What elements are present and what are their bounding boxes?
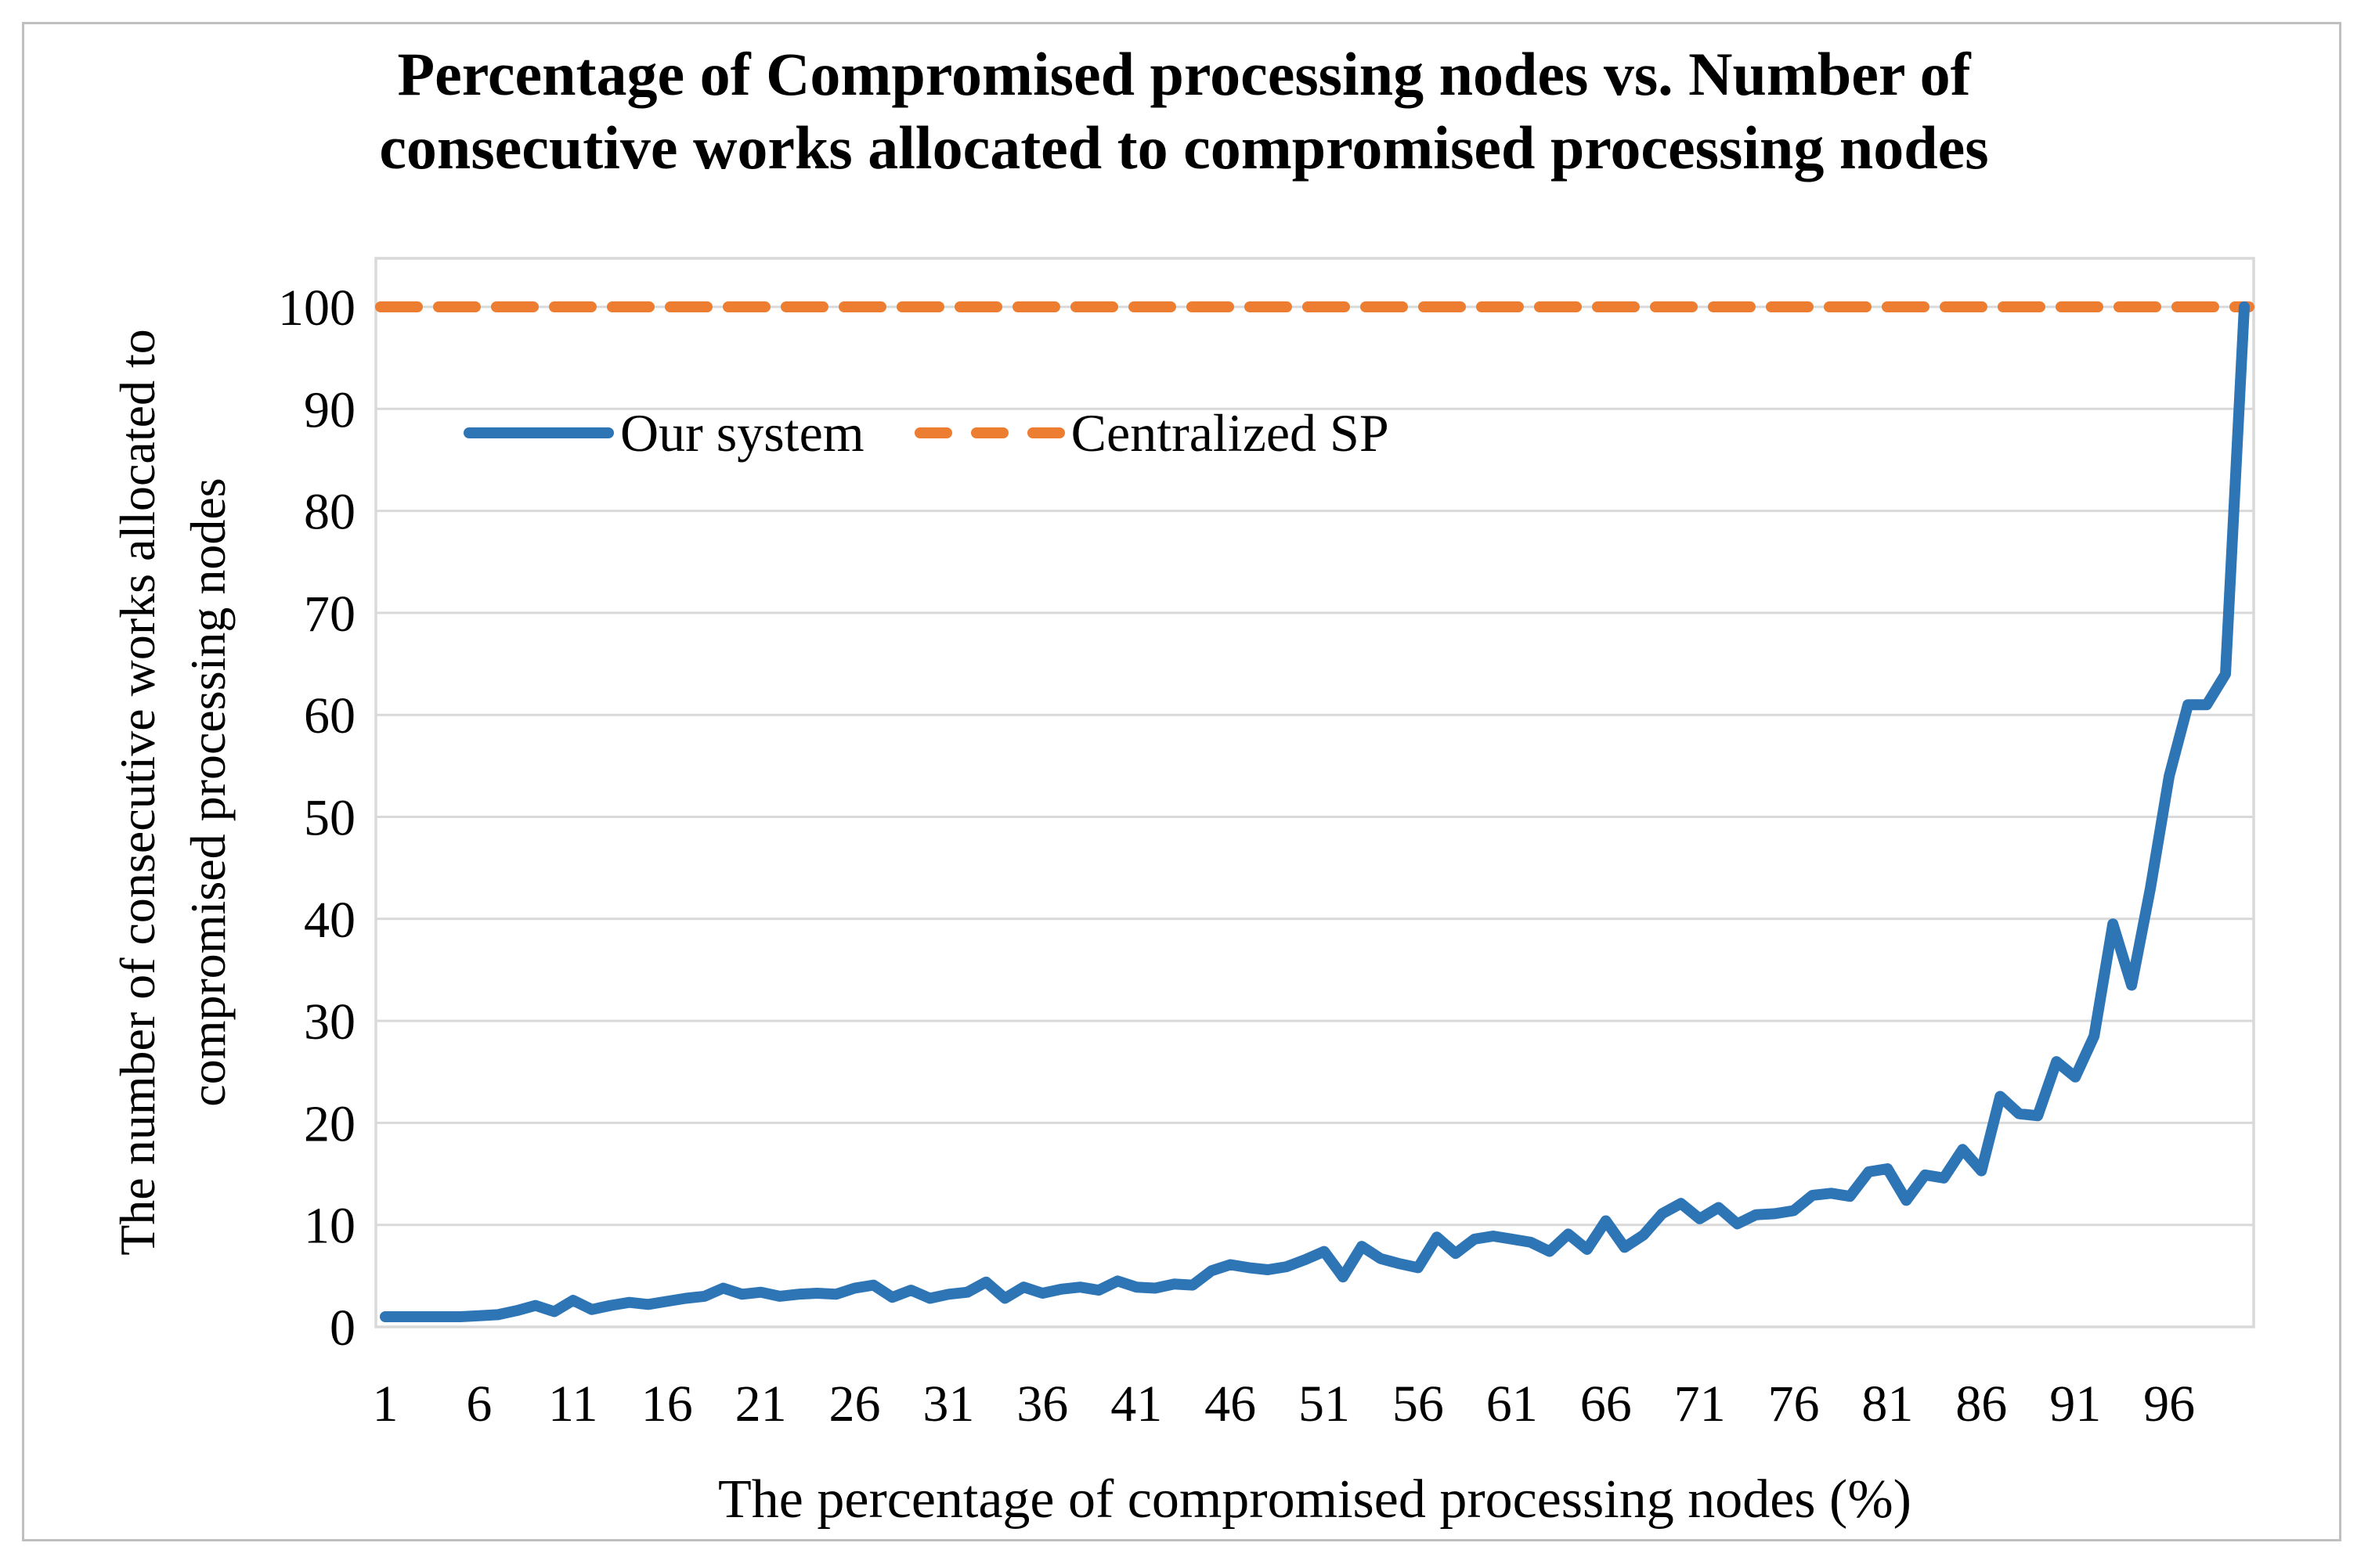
y-tick-label: 80 [304, 484, 356, 541]
y-axis-title-line1: The number of consecutive works allocate… [110, 329, 165, 1256]
x-tick-label: 31 [922, 1375, 974, 1433]
y-tick-label: 30 [304, 993, 356, 1051]
x-tick-label: 36 [1016, 1375, 1068, 1433]
x-tick-label: 16 [641, 1375, 693, 1433]
y-tick-label: 20 [304, 1095, 356, 1152]
x-tick-label: 21 [735, 1375, 787, 1433]
y-tick-label: 100 [278, 279, 356, 337]
y-tick-label: 60 [304, 687, 356, 744]
legend-label-our-system: Our system [620, 402, 865, 463]
legend-swatch-solid-line [464, 427, 614, 438]
x-tick-label: 71 [1674, 1375, 1726, 1433]
x-tick-label: 6 [466, 1375, 492, 1433]
legend-swatch-dashed-line [914, 427, 1065, 438]
y-tick-label: 50 [304, 790, 356, 847]
legend: Our system Centralized SP [464, 398, 1389, 468]
legend-dash [970, 427, 1009, 438]
x-tick-label: 76 [1767, 1375, 1819, 1433]
chart-title: Percentage of Compromised processing nod… [0, 38, 2368, 184]
y-tick-label: 10 [304, 1198, 356, 1255]
x-tick-label: 41 [1110, 1375, 1162, 1433]
series-our-system [380, 301, 2250, 1322]
y-tick-label: 0 [330, 1299, 356, 1357]
plot-frame [374, 257, 2255, 1328]
x-tick-label: 86 [1955, 1375, 2007, 1433]
x-tick-label: 66 [1580, 1375, 1632, 1433]
x-tick-label: 56 [1392, 1375, 1444, 1433]
x-tick-label: 61 [1486, 1375, 1538, 1433]
legend-label-centralized-sp: Centralized SP [1070, 402, 1389, 463]
legend-dash [914, 427, 952, 438]
x-tick-label: 1 [372, 1375, 398, 1433]
x-tick-label: 91 [2049, 1375, 2101, 1433]
x-tick-label: 96 [2143, 1375, 2195, 1433]
y-axis-title-line2: compromised processing nodes [180, 478, 236, 1107]
chart-title-line2: consecutive works allocated to compromis… [379, 113, 1989, 182]
x-tick-label: 81 [1861, 1375, 1913, 1433]
x-tick-label: 51 [1298, 1375, 1350, 1433]
legend-dash [1027, 427, 1065, 438]
x-tick-label: 46 [1204, 1375, 1256, 1433]
chart-title-line1: Percentage of Compromised processing nod… [397, 40, 1971, 108]
y-tick-label: 70 [304, 586, 356, 643]
x-tick-label: 11 [548, 1375, 598, 1433]
y-tick-label: 90 [304, 381, 356, 438]
x-tick-label: 26 [828, 1375, 880, 1433]
y-tick-label: 40 [304, 892, 356, 949]
x-axis-title: The percentage of compromised processing… [718, 1469, 1911, 1530]
